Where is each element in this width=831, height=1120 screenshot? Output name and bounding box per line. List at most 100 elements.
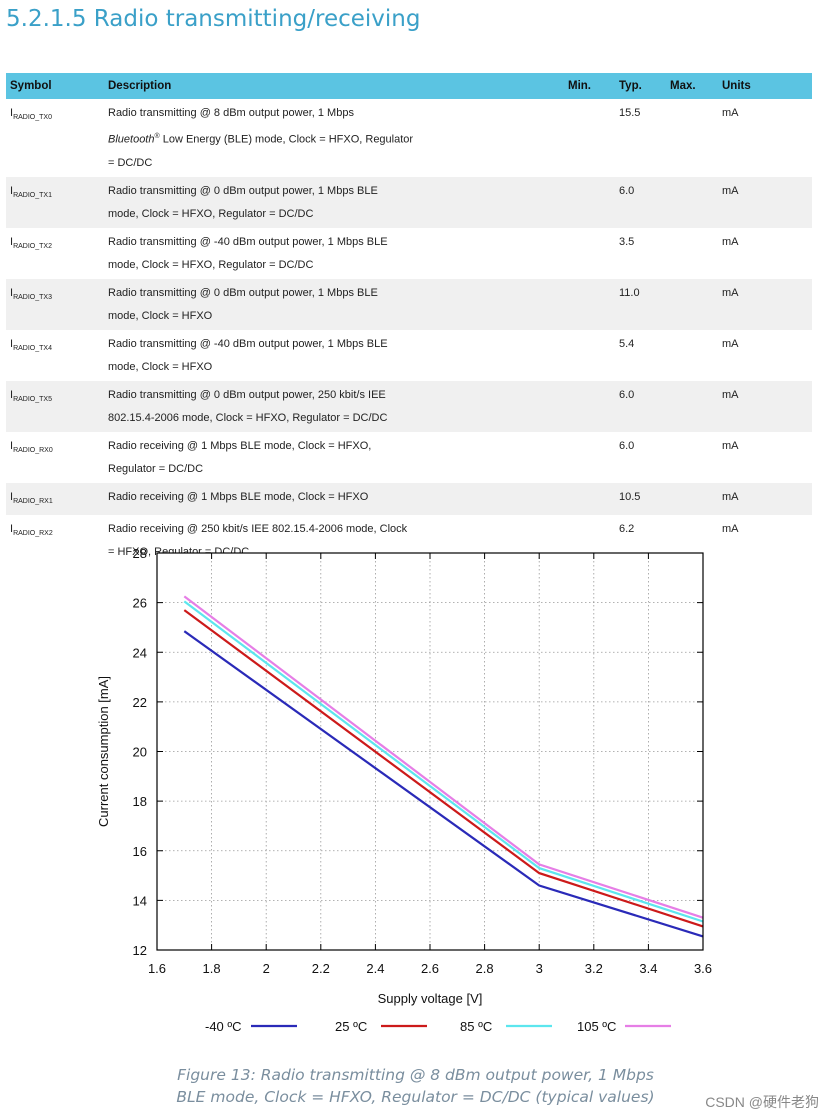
caption-line-1: Figure 13: Radio transmitting @ 8 dBm ou… <box>177 1066 654 1084</box>
cell-units: mA <box>722 522 739 535</box>
cell-typ: 3.5 <box>619 235 635 248</box>
cell-units: mA <box>722 235 739 248</box>
cell-symbol: IRADIO_RX1 <box>6 482 104 515</box>
description-line: Radio transmitting @ 0 dBm output power,… <box>108 184 378 197</box>
watermark: CSDN @硬件老狗 <box>705 1094 819 1110</box>
cell-max <box>666 482 718 515</box>
y-tick-label: 20 <box>133 745 147 760</box>
cell-units: mA <box>722 439 739 452</box>
y-tick-label: 18 <box>133 794 147 809</box>
symbol-subscript: RADIO_RX0 <box>13 446 53 454</box>
cell-description: Radio transmitting @ -40 dBm output powe… <box>104 330 564 381</box>
cell-max <box>666 330 718 381</box>
header-symbol: Symbol <box>6 73 104 99</box>
symbol-subscript: RADIO_RX1 <box>13 497 53 505</box>
y-tick-label: 26 <box>133 596 147 611</box>
symbol-letter: I <box>10 235 14 248</box>
cell-description: Radio transmitting @ -40 dBm output powe… <box>104 228 564 279</box>
x-tick-label: 2.2 <box>312 961 330 976</box>
plot-frame <box>156 552 704 951</box>
y-tick-label: 22 <box>133 695 147 710</box>
symbol-subscript: RADIO_TX0 <box>13 114 52 121</box>
cell-symbol: IRADIO_TX3 <box>6 278 104 330</box>
description-line: = DC/DC <box>108 156 153 169</box>
cell-symbol: IRADIO_TX0 <box>6 99 104 177</box>
cell-min <box>564 228 615 279</box>
cell-units: mA <box>718 482 812 515</box>
description-line: mode, Clock = HFXO <box>108 360 213 373</box>
symbol-letter: I <box>10 286 14 299</box>
table-row: IRADIO_RX1 Radio receiving @ 1 Mbps BLE m… <box>6 482 812 515</box>
cell-symbol: IRADIO_TX5 <box>6 380 104 432</box>
symbol-subscript: RADIO_TX3 <box>13 293 52 301</box>
cell-description: Radio transmitting @ 0 dBm output power,… <box>104 176 564 228</box>
x-tick-label: 2.6 <box>421 961 439 976</box>
cell-units: mA <box>718 380 812 432</box>
cell-units: mA <box>718 176 812 228</box>
x-tick-label: 2.4 <box>366 961 384 976</box>
cell-max <box>666 380 718 432</box>
cell-symbol: IRADIO_TX1 <box>6 176 104 228</box>
header-min: Min. <box>564 73 615 99</box>
symbol-letter: I <box>10 439 14 452</box>
x-tick-label: 2.8 <box>476 961 494 976</box>
cell-max <box>666 228 718 279</box>
cell-symbol: IRADIO_RX0 <box>6 432 104 483</box>
series-line-3 <box>183 595 704 919</box>
cell-min <box>564 380 615 432</box>
symbol-letter: I <box>10 490 14 503</box>
table-row: IRADIO_RX0 Radio receiving @ 1 Mbps BLE m… <box>6 432 812 483</box>
table-header-row: Symbol Description Min. Typ. Max. Units <box>6 73 812 99</box>
caption-line-2: BLE mode, Clock = HFXO, Regulator = DC/D… <box>176 1088 655 1106</box>
series-line-2 <box>183 600 704 923</box>
registered-mark: ® <box>154 133 160 140</box>
cell-typ: 11.0 <box>615 278 666 330</box>
description-line: Regulator = DC/DC <box>108 462 204 475</box>
x-tick-label: 1.8 <box>203 961 221 976</box>
description-line: Radio receiving @ 1 Mbps BLE mode, Clock… <box>108 490 369 503</box>
cell-max <box>666 278 718 330</box>
y-tick-label: 16 <box>133 844 147 859</box>
description-line: Radio receiving @ 250 kbit/s IEE 802.15.… <box>108 522 408 535</box>
cell-typ: 6.0 <box>615 380 666 432</box>
symbol-letter: I <box>10 388 14 401</box>
symbol-subscript: RADIO_TX5 <box>13 395 52 403</box>
description-line: Radio receiving @ 1 Mbps BLE mode, Clock… <box>108 439 372 452</box>
header-units: Units <box>718 73 812 99</box>
legend-label: 25 ºC <box>335 1019 367 1034</box>
cell-units: mA <box>722 107 739 119</box>
description-line: Radio transmitting @ -40 dBm output powe… <box>108 337 388 350</box>
table-row: IRADIO_TX2 Radio transmitting @ -40 dBm o… <box>6 228 812 279</box>
table-row: IRADIO_TX1 Radio transmitting @ 0 dBm out… <box>6 176 812 228</box>
symbol-subscript: RADIO_TX2 <box>13 242 52 250</box>
y-tick-label: 24 <box>133 645 147 660</box>
symbol-subscript: RADIO_RX2 <box>13 529 53 537</box>
symbol-letter: I <box>10 522 14 535</box>
cell-typ: 6.2 <box>619 522 635 535</box>
symbol-letter: I <box>10 107 14 119</box>
cell-max <box>666 176 718 228</box>
description-line: Radio transmitting @ 0 dBm output power,… <box>108 286 378 299</box>
x-tick-label: 2 <box>263 961 270 976</box>
cell-description: Radio transmitting @ 8 dBm output power,… <box>104 99 564 177</box>
description-line: 802.15.4-2006 mode, Clock = HFXO, Regula… <box>108 411 388 424</box>
y-tick-label: 28 <box>133 546 147 561</box>
symbol-letter: I <box>10 184 14 197</box>
cell-description: Radio transmitting @ 0 dBm output power,… <box>104 278 564 330</box>
cell-typ: 6.0 <box>615 176 666 228</box>
header-description: Description <box>104 73 564 99</box>
cell-min <box>564 482 615 515</box>
description-line: Radio transmitting @ -40 dBm output powe… <box>108 235 388 248</box>
x-tick-label: 1.6 <box>148 961 166 976</box>
legend-label: 85 ºC <box>460 1019 492 1034</box>
symbol-subscript: RADIO_TX4 <box>13 344 52 352</box>
cell-typ: 5.4 <box>619 337 635 350</box>
cell-symbol: IRADIO_RX2 <box>6 515 104 566</box>
table-row: IRADIO_TX0 Radio transmitting @ 8 dBm out… <box>6 99 812 177</box>
description-line: Radio transmitting @ 8 dBm output power,… <box>108 107 354 119</box>
description-line: mode, Clock = HFXO, Regulator = DC/DC <box>108 207 314 220</box>
header-max: Max. <box>666 73 718 99</box>
table-row: IRADIO_TX3 Radio transmitting @ 0 dBm out… <box>6 278 812 330</box>
x-tick-label: 3 <box>536 961 543 976</box>
y-tick-label: 12 <box>133 943 147 958</box>
